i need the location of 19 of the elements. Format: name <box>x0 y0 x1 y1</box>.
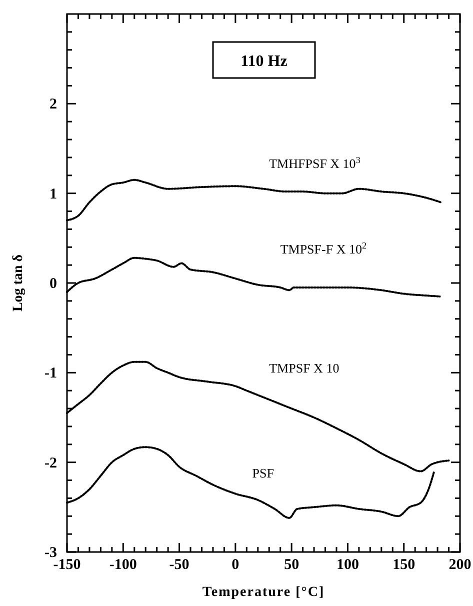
y-tick-label: 1 <box>50 186 57 202</box>
y-tick-label: 0 <box>50 276 57 292</box>
text: TMPSF-F X 10$^{2}$ <box>280 240 367 256</box>
x-tick-label: 150 <box>392 557 416 573</box>
y-tick-label: -2 <box>44 455 57 472</box>
y-tick-label: 2 <box>50 96 57 113</box>
annotation: 110 Hz <box>240 53 288 70</box>
series-label: TMHFPSF X 10$^{3}$ <box>269 155 361 172</box>
series-label: PSF <box>252 466 274 481</box>
x-tick-label: 200 <box>448 557 472 573</box>
y-tick-label: -1 <box>44 366 57 382</box>
x-tick-label: -50 <box>169 557 190 573</box>
x-axis-title: Temperature [°C] <box>202 585 325 600</box>
x-tick-label: 50 <box>284 557 300 573</box>
y-axis-title: Log tan δ <box>11 254 26 312</box>
x-tick-label: 100 <box>336 557 359 573</box>
x-tick-label: -100 <box>109 557 137 573</box>
series-label: TMPSF X 10 <box>269 360 340 376</box>
x-tick-label: 0 <box>232 557 240 573</box>
